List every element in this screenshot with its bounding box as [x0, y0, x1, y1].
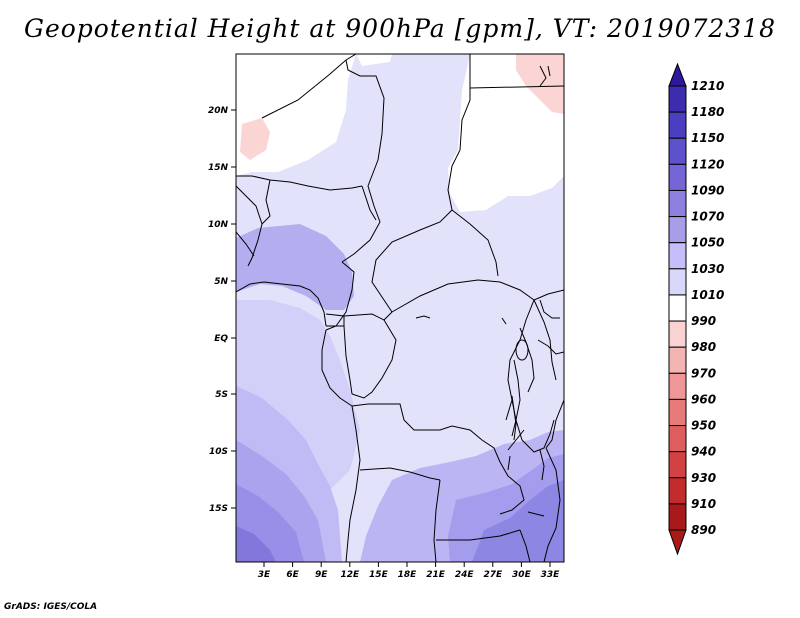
lat-tick-label: 15N [208, 163, 229, 173]
colorbar-label: 990 [691, 314, 716, 328]
colorbar-label: 910 [691, 497, 716, 511]
colorbar-segment [668, 346, 687, 374]
lon-tick-label: 6E [286, 570, 299, 580]
lon-tick-label: 27E [483, 570, 503, 580]
lon-tick-label: 21E [426, 570, 446, 580]
lake-albert [501, 317, 507, 325]
lakes [415, 315, 545, 481]
country-borders [236, 54, 564, 562]
colorbar-segment [668, 451, 687, 479]
lon-tick-label: 15E [369, 570, 389, 580]
colorbar-bottom-arrow [668, 529, 687, 556]
lat-tick-label: EQ [214, 334, 228, 344]
lake-malawi [539, 449, 545, 481]
lon-tick-label: 30E [512, 570, 532, 580]
colorbar-label: 1070 [691, 210, 724, 224]
colorbar-label: 970 [691, 366, 716, 380]
longitude-axis: 3E 6E 9E 12E 15E 18E 21E 24E 27E 30E 33E [258, 562, 560, 580]
colorbar-label: 1050 [691, 236, 724, 250]
lon-tick-label: 33E [541, 570, 561, 580]
colorbar-label: 890 [691, 523, 716, 537]
colorbar-label: 980 [691, 340, 716, 354]
colorbar-segment [668, 477, 687, 505]
colorbar-segment [668, 268, 687, 296]
colorbar-label: 960 [691, 392, 716, 406]
field-sw-4 [236, 526, 276, 562]
field-white-patch [456, 140, 476, 176]
colorbar-segment [668, 189, 687, 218]
lat-tick-label: 5N [214, 277, 228, 287]
field-se-3 [472, 480, 564, 562]
field-pink-west [240, 118, 270, 160]
colorbar-segment [668, 294, 687, 322]
colorbar-label: 1090 [691, 183, 724, 197]
colorbar-label: 940 [691, 445, 716, 459]
lon-tick-label: 3E [258, 570, 271, 580]
colorbar-segment [668, 503, 687, 531]
field-band-coast [236, 300, 360, 490]
latitude-axis: 20N 15N 10N 5N EQ 5S 10S 15S [208, 106, 236, 514]
colorbar-label: 1030 [691, 262, 724, 276]
colorbar-segment [668, 242, 687, 270]
colorbar-segment [668, 85, 687, 113]
colorbar-label: 1120 [691, 157, 724, 171]
lat-tick-label: 15S [209, 504, 228, 514]
map-title: Geopotential Height at 900hPa [gpm], VT:… [23, 14, 777, 43]
colorbar-segment [668, 137, 687, 165]
lat-tick-label: 10N [208, 220, 229, 230]
colorbar-segment [668, 163, 687, 191]
colorbar-segment [668, 372, 687, 400]
colorbar-label: 930 [691, 471, 716, 485]
lon-tick-label: 12E [340, 570, 360, 580]
colorbar-label: 1010 [691, 288, 724, 302]
field-white-n [356, 54, 392, 66]
field-pink-east [516, 54, 564, 114]
lon-tick-label: 18E [398, 570, 418, 580]
colorbar-segment [668, 398, 687, 427]
lon-tick-label: 9E [315, 570, 328, 580]
colorbar-label: 1210 [691, 79, 724, 93]
colorbar-segment [668, 320, 687, 348]
colorbar-label: 1180 [691, 105, 724, 119]
footer-credit: GrADS: IGES/COLA [4, 602, 98, 612]
lake-victoria [515, 339, 529, 361]
colorbar-segment [668, 425, 687, 453]
colorbar-top-arrow [668, 62, 687, 87]
lon-tick-label: 24E [455, 570, 475, 580]
river-congo [415, 315, 431, 319]
colorbar-label: 950 [691, 419, 716, 433]
colorbar-segment [668, 216, 687, 244]
plot-frame [235, 53, 565, 563]
lat-tick-label: 10S [209, 447, 228, 457]
colorbar-segment [668, 111, 687, 139]
colorbar: 1210 1180 1150 1120 1090 1070 1050 1030 1010 990 9… [668, 62, 724, 556]
lat-tick-label: 20N [208, 106, 229, 116]
field-lobe-nigeria [236, 224, 354, 310]
lake-tanganyika [511, 395, 517, 441]
lat-tick-label: 5S [215, 390, 228, 400]
colorbar-label: 1150 [691, 131, 724, 145]
